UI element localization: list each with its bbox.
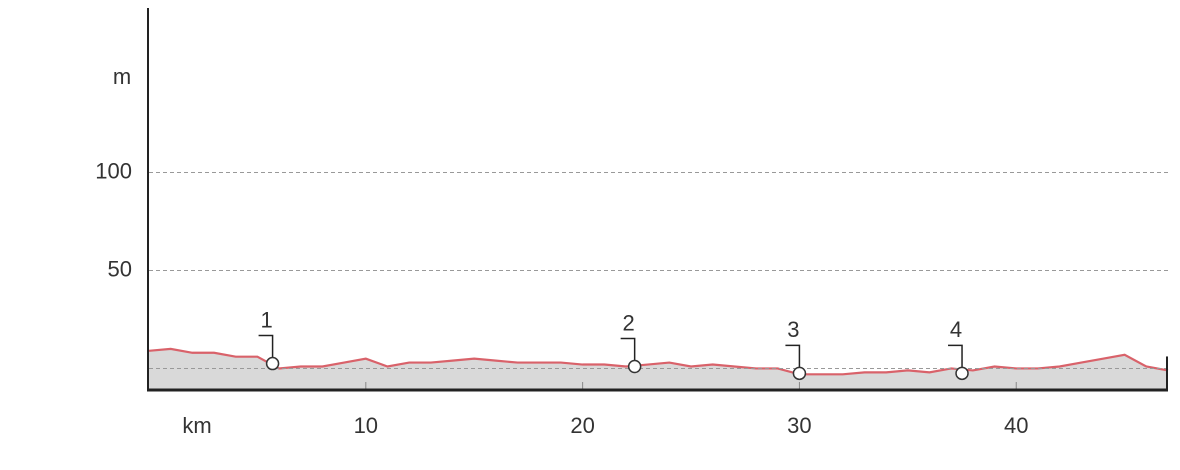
y-tick-label: 50	[108, 256, 132, 281]
waypoint-bracket	[258, 334, 274, 358]
waypoint-bracket	[785, 344, 801, 368]
waypoint-bracket	[948, 344, 963, 368]
waypoint-marker	[265, 356, 280, 371]
waypoint-marker	[955, 366, 969, 381]
x-tick-label: 20	[570, 413, 594, 438]
x-axis-label: km	[182, 413, 211, 438]
x-tick-label: 10	[354, 413, 378, 438]
waypoint-label: 4	[950, 317, 962, 342]
waypoint-marker	[792, 366, 807, 381]
area-fill	[149, 348, 1168, 390]
y-tick-label: 100	[95, 158, 132, 183]
elevation-line	[148, 347, 1169, 376]
y-axis-label: m	[113, 64, 131, 89]
waypoint-marker	[627, 359, 642, 374]
waypoint-bracket	[620, 337, 636, 361]
waypoint-label: 3	[787, 317, 799, 342]
x-tick-label: 30	[787, 413, 811, 438]
x-tick-label: 40	[1004, 413, 1028, 438]
waypoint-label: 1	[260, 307, 272, 332]
waypoint-label: 2	[623, 310, 635, 335]
